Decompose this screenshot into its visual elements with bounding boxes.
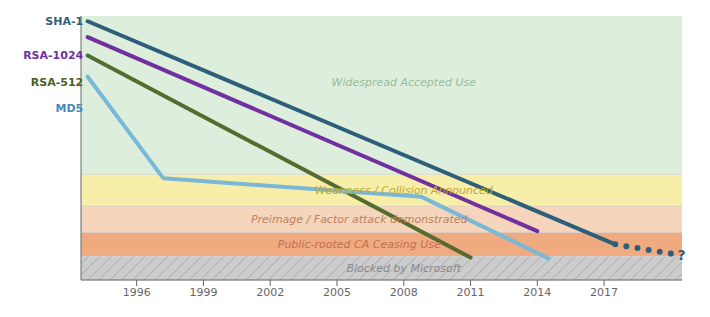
svg-text:Blocked by Microsoft: Blocked by Microsoft: [347, 262, 462, 275]
svg-text:RSA-1024: RSA-1024: [23, 49, 83, 62]
svg-text:2002: 2002: [256, 286, 284, 299]
svg-text:2014: 2014: [523, 286, 551, 299]
svg-text:2008: 2008: [390, 286, 418, 299]
svg-text:2005: 2005: [323, 286, 351, 299]
svg-text:Widespread Accepted Use: Widespread Accepted Use: [332, 76, 477, 89]
svg-text:RSA-512: RSA-512: [31, 76, 83, 89]
svg-text:Weakness / Collision Announced: Weakness / Collision Announced: [315, 184, 494, 197]
svg-text:2017: 2017: [590, 286, 618, 299]
svg-text:SHA-1: SHA-1: [45, 15, 83, 28]
svg-text:2011: 2011: [457, 286, 485, 299]
svg-text:Public-rooted CA Ceasing Use: Public-rooted CA Ceasing Use: [278, 238, 441, 251]
svg-text:1996: 1996: [123, 286, 151, 299]
svg-text:?: ?: [678, 247, 686, 263]
svg-text:Preimage / Factor attack demon: Preimage / Factor attack demonstrated: [251, 213, 469, 226]
svg-text:MD5: MD5: [55, 102, 83, 115]
svg-text:1999: 1999: [189, 286, 217, 299]
